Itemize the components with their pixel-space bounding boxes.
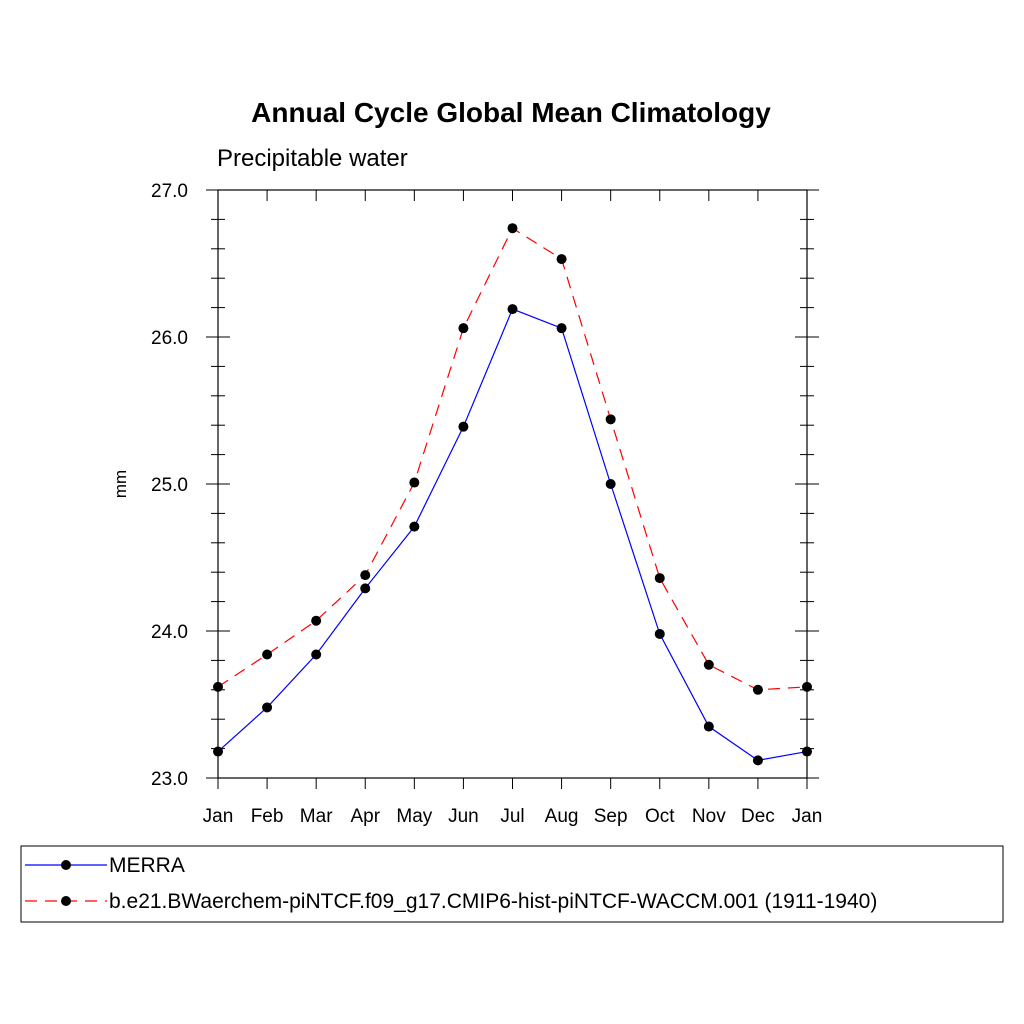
series-line-model xyxy=(217,227,808,691)
chart-title: Annual Cycle Global Mean Climatology xyxy=(251,97,771,128)
data-point-model xyxy=(703,659,714,670)
legend-marker-merra xyxy=(61,860,71,870)
x-tick-label: Oct xyxy=(645,806,675,827)
data-point-model xyxy=(605,414,616,425)
data-point-merra xyxy=(262,702,273,713)
series-line-merra xyxy=(217,308,808,761)
x-tick-label: Nov xyxy=(692,806,726,827)
x-tick-label: Jan xyxy=(792,806,823,827)
x-tick-label: Feb xyxy=(251,806,284,827)
legend: MERRA b.e21.BWaerchem-piNTCF.f09_g17.CMI… xyxy=(20,845,1004,923)
series-markers xyxy=(213,223,812,766)
data-point-merra xyxy=(311,649,322,660)
y-tick-label: 25.0 xyxy=(151,475,188,496)
legend-box xyxy=(20,845,1004,923)
data-point-merra xyxy=(752,755,763,766)
x-tick-labels: Jan Feb Mar Apr May Jun Jul Aug Sep Oct Nov Dec Jan xyxy=(203,806,823,827)
y-tick-label: 24.0 xyxy=(151,622,188,643)
data-point-model xyxy=(409,477,420,488)
data-point-merra xyxy=(703,721,714,732)
data-point-model xyxy=(262,649,273,660)
data-point-merra xyxy=(409,521,420,532)
x-tick-label: Mar xyxy=(300,806,333,827)
data-point-model xyxy=(213,681,223,692)
data-point-merra xyxy=(213,746,223,757)
data-point-merra xyxy=(654,628,665,639)
x-tick-label: Jun xyxy=(448,806,479,827)
x-tick-label: Sep xyxy=(594,806,628,827)
x-tick-label: Aug xyxy=(545,806,579,827)
data-point-model xyxy=(311,615,322,626)
y-tick-labels: 23.0 24.0 25.0 26.0 27.0 xyxy=(151,181,188,790)
data-point-merra xyxy=(556,323,567,334)
chart-subtitle: Precipitable water xyxy=(217,145,408,172)
axis-ticks xyxy=(206,189,819,789)
data-point-model xyxy=(752,684,763,695)
legend-label-merra: MERRA xyxy=(109,854,185,877)
legend-label-model: b.e21.BWaerchem-piNTCF.f09_g17.CMIP6-his… xyxy=(109,890,877,913)
x-tick-label: May xyxy=(396,806,432,827)
x-tick-label: Jul xyxy=(500,806,524,827)
data-point-model xyxy=(458,323,469,334)
data-point-merra xyxy=(360,583,371,594)
x-tick-label: Dec xyxy=(741,806,775,827)
data-point-merra xyxy=(605,479,616,489)
data-point-model xyxy=(654,573,665,584)
data-point-merra xyxy=(458,421,469,432)
data-point-model xyxy=(802,681,812,692)
y-tick-label: 23.0 xyxy=(151,769,188,790)
data-point-model xyxy=(360,570,371,581)
legend-marker-model xyxy=(61,896,71,906)
data-point-merra xyxy=(507,304,518,315)
y-tick-label: 26.0 xyxy=(151,328,188,349)
x-tick-label: Apr xyxy=(350,806,380,827)
data-point-merra xyxy=(802,746,812,757)
y-tick-label: 27.0 xyxy=(151,181,188,202)
plot-frame xyxy=(217,189,808,779)
x-tick-label: Jan xyxy=(203,806,234,827)
y-axis-label: mm xyxy=(111,470,130,498)
data-point-model xyxy=(507,223,518,234)
data-point-model xyxy=(556,254,567,265)
